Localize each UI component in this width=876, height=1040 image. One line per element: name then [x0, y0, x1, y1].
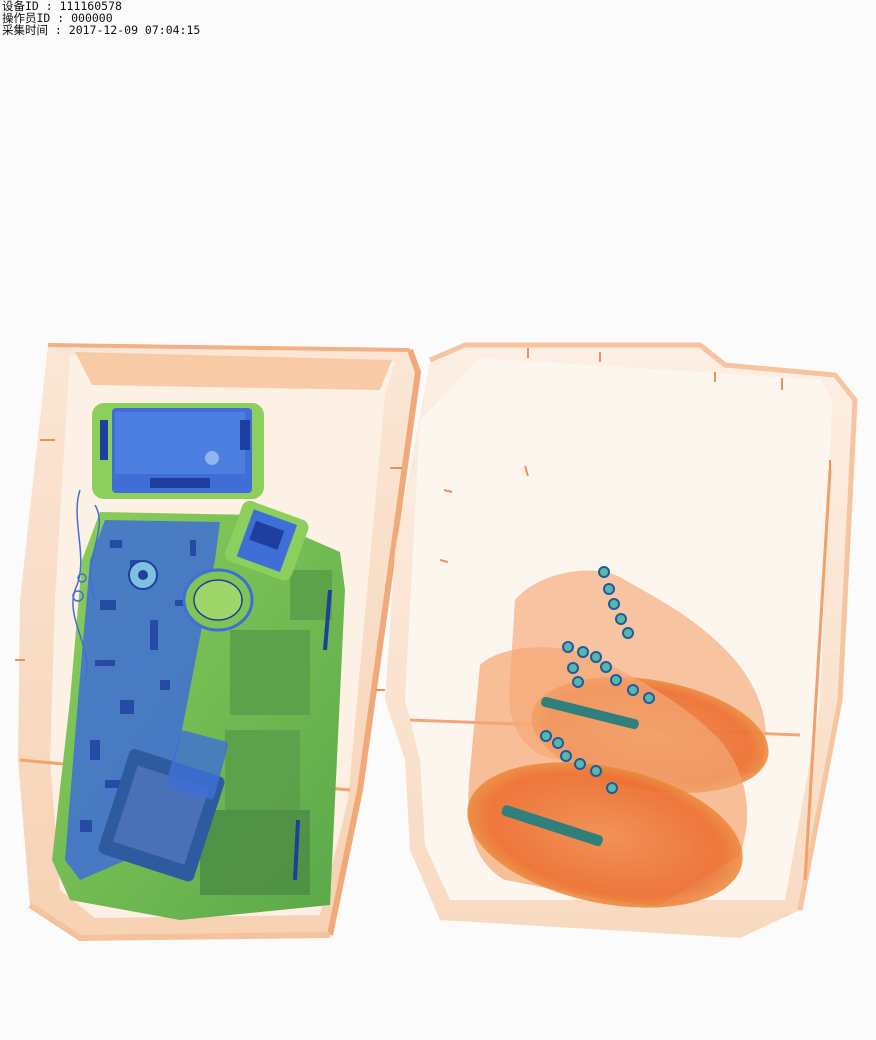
boot-shanks: [501, 696, 639, 847]
charger-block: [98, 730, 229, 882]
cup-holder: [182, 568, 254, 632]
phone: [92, 403, 264, 499]
capture-time-label: 采集时间 : 2017-12-09 07:04:15: [2, 23, 201, 37]
device-id-label: 设备ID : 111160578: [2, 0, 122, 13]
cable: [72, 489, 101, 681]
boot-lower: [467, 647, 748, 908]
small-camera: [225, 500, 309, 581]
scan-info-header: 设备ID : 111160578 操作员ID : 000000 采集时间 : 2…: [2, 0, 200, 36]
boot-eyelets: [540, 566, 655, 794]
operator-id-label: 操作员ID : 000000: [2, 11, 113, 25]
